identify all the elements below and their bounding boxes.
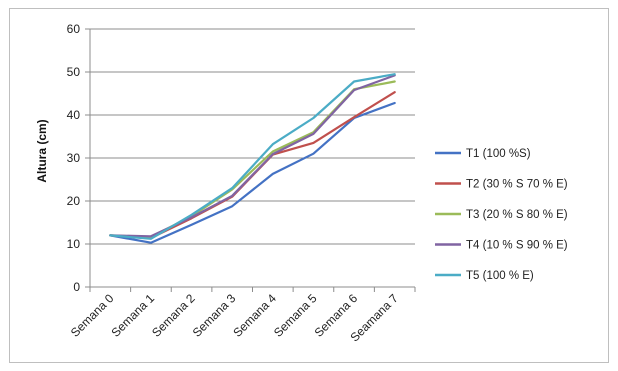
x-tick-label: Semana 4 xyxy=(230,291,279,340)
series-line-3 xyxy=(109,80,396,239)
series-lines xyxy=(109,73,396,244)
chart-frame: 0 10 20 30 40 50 60 Semana 0 Semana 1 Semana 2 Se… xyxy=(9,8,609,363)
y-tick-label: 40 xyxy=(67,108,81,122)
legend-label-4: T4 (10 % S 90 % E) xyxy=(466,240,568,252)
x-tick-label: Semana 0 xyxy=(68,291,117,340)
y-tick-labels: 0 10 20 30 40 50 60 xyxy=(67,22,81,294)
legend-label-2: T2 (30 % S 70 % E) xyxy=(466,179,568,191)
series-line-1 xyxy=(109,101,396,244)
x-tick-label: Semana 2 xyxy=(149,291,198,340)
legend-label-5: T5 (100 % E) xyxy=(466,270,534,282)
x-tick-label: Semana 1 xyxy=(108,291,157,340)
y-tick-label: 30 xyxy=(67,151,81,165)
legend-label-1: T1 (100 %S) xyxy=(466,148,531,160)
y-tick-label: 50 xyxy=(67,65,81,79)
x-tick-label: Semana 3 xyxy=(190,291,239,340)
y-tick-label: 20 xyxy=(67,194,81,208)
x-tick-label: Semana 5 xyxy=(271,291,320,340)
y-axis-label: Altura (cm) xyxy=(35,119,49,182)
y-tick-label: 60 xyxy=(67,22,81,36)
series-line-5 xyxy=(109,73,396,240)
gridlines xyxy=(90,28,415,245)
legend-label-3: T3 (20 % S 80 % E) xyxy=(466,209,568,221)
legend: T1 (100 %S) T2 (30 % S 70 % E) T3 (20 % S … xyxy=(435,148,568,282)
series-line-4 xyxy=(109,74,396,238)
y-tick-label: 10 xyxy=(67,237,81,251)
axes xyxy=(85,28,416,292)
y-tick-label: 0 xyxy=(73,280,80,294)
